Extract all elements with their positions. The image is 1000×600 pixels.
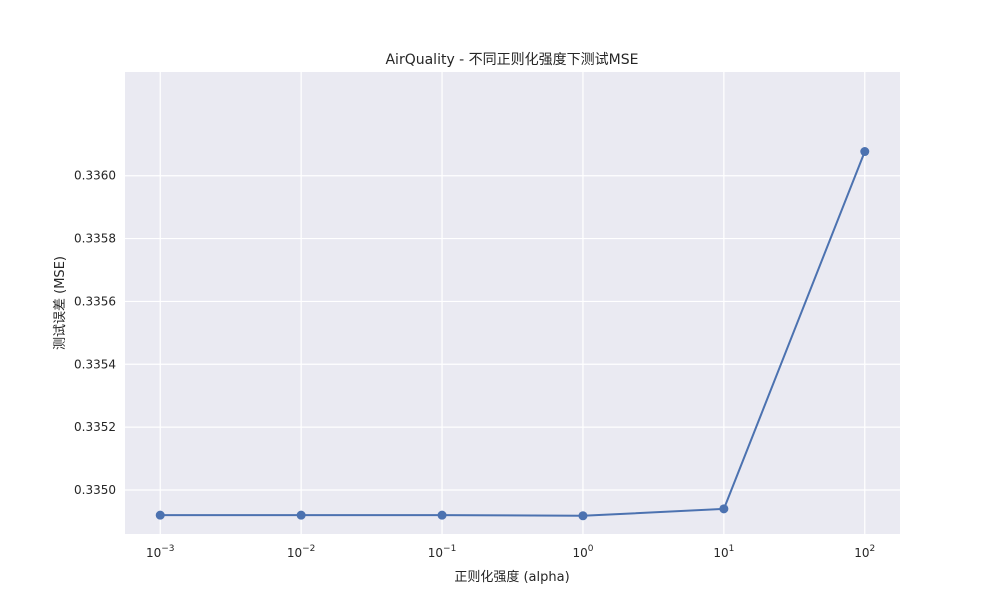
y-tick-label: 0.3352 (74, 420, 116, 434)
x-tick-label: 10−3 (146, 544, 175, 560)
x-tick-label: 101 (713, 544, 734, 560)
x-tick-label: 10−1 (428, 544, 457, 560)
x-tick-label: 10−2 (287, 544, 316, 560)
data-point (860, 147, 870, 157)
y-tick-label: 0.3356 (74, 294, 116, 308)
x-tick-label: 102 (854, 544, 875, 560)
plot-area (125, 72, 900, 534)
x-axis-title: 正则化强度 (alpha) (454, 569, 569, 585)
y-tick-label: 0.3358 (74, 232, 116, 246)
y-axis-title: 测试误差 (MSE) (53, 256, 68, 350)
data-point (296, 510, 306, 520)
series-layer (155, 147, 870, 521)
y-tick-label: 0.3360 (74, 169, 116, 183)
x-tick-label: 100 (572, 544, 593, 560)
chart-title: AirQuality - 不同正则化强度下测试MSE (385, 52, 638, 68)
y-tick-label: 0.3354 (74, 357, 116, 371)
data-point (719, 504, 729, 514)
x-axis-ticks: 10−3 10−2 10−1 100 101 102 (146, 544, 875, 560)
data-point (437, 510, 447, 520)
data-point (155, 510, 165, 520)
data-point (578, 511, 588, 521)
y-axis-ticks: 0.3350 0.3352 0.3354 0.3356 0.3358 0.3360 (74, 169, 116, 497)
series-line (160, 151, 866, 517)
y-tick-label: 0.3350 (74, 483, 116, 497)
